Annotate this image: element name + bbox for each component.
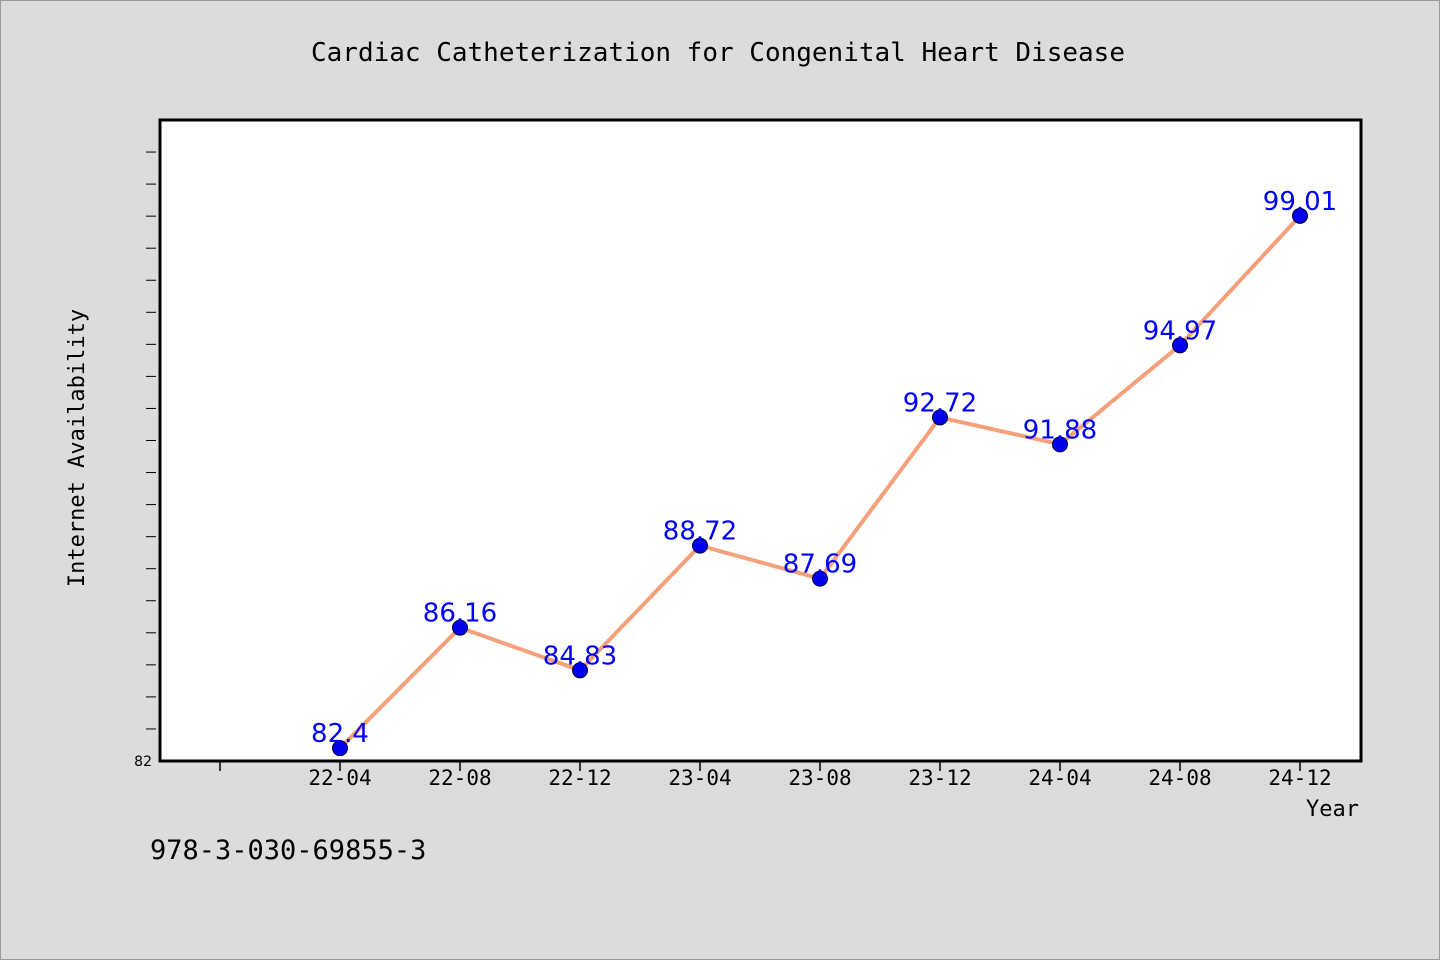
series-group: 82.4 86.16 84.83 88.72 87.69 92.72 91.88 94.97 9… bbox=[311, 187, 1337, 757]
chart-title: Cardiac Catheterization for Congenital H… bbox=[311, 38, 1125, 68]
data-label: 92.72 bbox=[903, 388, 977, 418]
data-label: 91.88 bbox=[1023, 415, 1097, 445]
data-point bbox=[332, 740, 348, 757]
y-axis-label: Internet Availability bbox=[65, 309, 90, 587]
x-tick-label: 24-04 bbox=[1028, 766, 1091, 790]
x-tick-label: 24-12 bbox=[1268, 766, 1331, 790]
x-axis: 22-04 22-08 22-12 23-04 23-08 23-12 24-04 24-08… bbox=[219, 761, 1332, 790]
data-label: 86.16 bbox=[423, 599, 497, 629]
x-tick-label: 23-04 bbox=[668, 766, 731, 790]
data-point bbox=[692, 537, 708, 554]
data-label: 99.01 bbox=[1263, 187, 1337, 217]
data-label: 84.83 bbox=[543, 641, 617, 671]
data-point bbox=[1172, 337, 1188, 354]
data-point bbox=[452, 619, 468, 636]
data-point bbox=[812, 570, 828, 587]
x-axis-label: Year bbox=[1306, 797, 1359, 822]
footnote-isbn: 978-3-030-69855-3 bbox=[150, 835, 427, 866]
x-tick-label: 23-08 bbox=[788, 766, 851, 790]
data-point bbox=[572, 662, 588, 679]
data-label: 82.4 bbox=[311, 719, 369, 749]
plot-area bbox=[158, 118, 1363, 763]
data-point bbox=[932, 409, 948, 426]
data-label: 88.72 bbox=[663, 517, 737, 547]
data-point bbox=[1292, 207, 1308, 224]
data-label: 87.69 bbox=[783, 550, 857, 580]
y-tick-label: 82 bbox=[134, 754, 152, 770]
x-tick-label: 22-08 bbox=[428, 766, 491, 790]
data-point bbox=[1052, 436, 1068, 453]
x-tick-label: 23-12 bbox=[908, 766, 971, 790]
y-axis: 82 bbox=[134, 151, 156, 770]
x-tick-label: 24-08 bbox=[1148, 766, 1211, 790]
data-label: 94.97 bbox=[1143, 316, 1217, 346]
x-tick-label: 22-12 bbox=[548, 766, 611, 790]
x-tick-label: 22-04 bbox=[308, 766, 371, 790]
